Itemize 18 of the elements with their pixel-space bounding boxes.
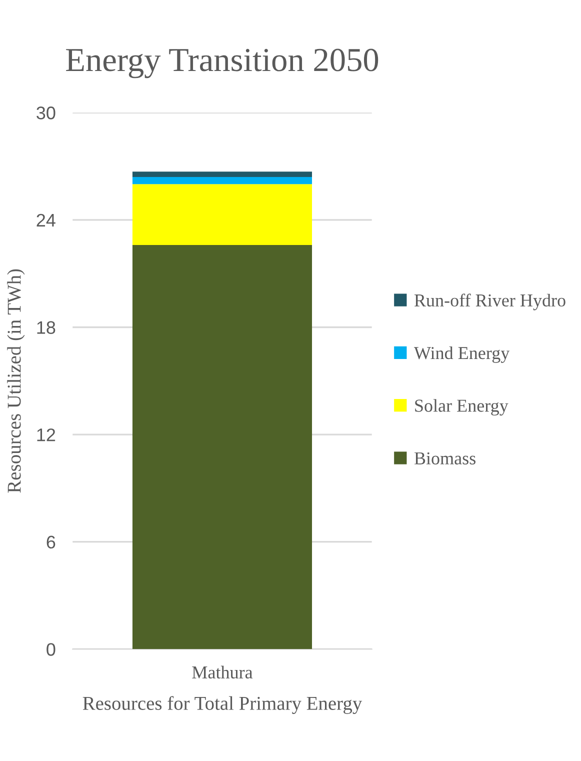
legend-label: Solar Energy [415,399,508,416]
y-tick-label: 6 [46,536,56,549]
x-axis-title: Resources for Total Primary Energy [82,696,362,714]
y-tick-label: 30 [36,106,56,120]
y-axis-title: Resources Utilized (in TWh) [7,269,25,493]
bar [132,244,312,650]
legend-label: Run-off River Hydro [414,294,566,310]
legend-label: Wind Energy [414,346,510,363]
legend-label: Biomass [414,452,476,464]
y-tick-label: 0 [46,643,56,656]
bar [132,177,312,184]
y-tick-label: 18 [37,321,56,334]
bar [132,172,312,178]
y-tick-label: 24 [36,214,56,226]
chart-title: Energy Transition 2050 [66,48,378,78]
x-tick-label: Mathura [192,666,253,679]
y-tick-label: 12 [37,428,56,442]
bar [132,184,312,245]
